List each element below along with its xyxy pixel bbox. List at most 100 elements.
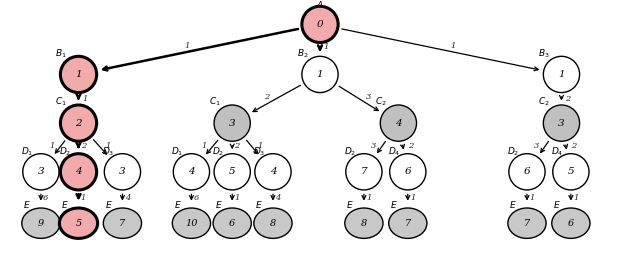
Ellipse shape [214, 154, 250, 190]
Text: $E$: $E$ [346, 199, 354, 210]
Ellipse shape [255, 154, 291, 190]
Text: $C_{1}$: $C_{1}$ [209, 96, 221, 108]
Text: 4: 4 [269, 167, 276, 176]
Text: 1: 1 [81, 193, 86, 201]
Text: $D_{2}$: $D_{2}$ [507, 146, 519, 158]
Text: $E$: $E$ [214, 199, 222, 210]
Text: 3: 3 [534, 142, 540, 150]
Text: $D_{1}$: $D_{1}$ [172, 146, 184, 158]
Text: 3: 3 [558, 119, 564, 128]
Text: 1: 1 [366, 193, 372, 201]
Text: 2: 2 [565, 95, 570, 103]
Ellipse shape [60, 56, 97, 92]
Ellipse shape [388, 208, 427, 238]
Text: 5: 5 [568, 167, 574, 176]
Ellipse shape [214, 105, 250, 141]
Text: 4: 4 [125, 193, 130, 201]
Text: $D_{2}$: $D_{2}$ [344, 146, 356, 158]
Text: 3: 3 [366, 94, 371, 101]
Text: $D_{3}$: $D_{3}$ [253, 146, 266, 158]
Ellipse shape [302, 6, 338, 43]
Text: 1: 1 [257, 142, 263, 150]
Text: $D_{4}$: $D_{4}$ [388, 146, 400, 158]
Text: 6: 6 [44, 193, 49, 201]
Text: 3: 3 [119, 167, 125, 176]
Text: $C_{2}$: $C_{2}$ [375, 96, 387, 108]
Text: 7: 7 [119, 219, 125, 228]
Text: $C_{1}$: $C_{1}$ [55, 96, 67, 108]
Ellipse shape [104, 154, 141, 190]
Ellipse shape [508, 208, 546, 238]
Text: 1: 1 [558, 70, 564, 79]
Text: 2: 2 [81, 142, 86, 150]
Text: 7: 7 [360, 167, 367, 176]
Text: 6: 6 [524, 167, 531, 176]
Text: 1: 1 [451, 42, 456, 50]
Text: 7: 7 [524, 219, 530, 228]
Text: 1: 1 [76, 70, 82, 79]
Ellipse shape [254, 208, 292, 238]
Text: $D_{2}$: $D_{2}$ [212, 146, 225, 158]
Text: 2: 2 [76, 119, 82, 128]
Ellipse shape [346, 154, 382, 190]
Text: 4: 4 [395, 119, 402, 128]
Text: 5: 5 [229, 167, 236, 176]
Text: 8: 8 [361, 219, 367, 228]
Text: 1: 1 [317, 70, 323, 79]
Text: $E$: $E$ [553, 199, 561, 210]
Text: 4: 4 [188, 167, 195, 176]
Text: $B_{3}$: $B_{3}$ [538, 47, 550, 60]
Text: 0: 0 [317, 20, 323, 29]
Text: 6: 6 [194, 193, 199, 201]
Text: 1: 1 [410, 193, 415, 201]
Ellipse shape [60, 105, 97, 141]
Text: 6: 6 [404, 167, 411, 176]
Text: 2: 2 [264, 94, 269, 101]
Text: $E$: $E$ [255, 199, 263, 210]
Ellipse shape [60, 208, 98, 238]
Text: $D_{2}$: $D_{2}$ [59, 146, 71, 158]
Ellipse shape [543, 105, 580, 141]
Text: $E$: $E$ [105, 199, 113, 210]
Text: 1: 1 [324, 43, 329, 51]
Ellipse shape [103, 208, 141, 238]
Text: 6: 6 [229, 219, 236, 228]
Text: 1: 1 [234, 193, 240, 201]
Ellipse shape [543, 56, 580, 92]
Ellipse shape [213, 208, 252, 238]
Text: $B_{1}$: $B_{1}$ [55, 47, 67, 60]
Text: $C_{2}$: $C_{2}$ [538, 96, 550, 108]
Text: 1: 1 [82, 95, 88, 103]
Text: 1: 1 [106, 142, 111, 150]
Ellipse shape [390, 154, 426, 190]
Ellipse shape [509, 154, 545, 190]
Text: 2: 2 [408, 142, 413, 150]
Ellipse shape [345, 208, 383, 238]
Text: 2: 2 [234, 142, 240, 150]
Ellipse shape [172, 208, 211, 238]
Text: $E$: $E$ [23, 199, 31, 210]
Text: 4: 4 [76, 167, 82, 176]
Ellipse shape [553, 154, 589, 190]
Ellipse shape [22, 208, 60, 238]
Text: 2: 2 [571, 142, 577, 150]
Text: 9: 9 [38, 219, 44, 228]
Text: $E$: $E$ [61, 199, 68, 210]
Text: 3: 3 [38, 167, 44, 176]
Text: $E$: $E$ [509, 199, 517, 210]
Ellipse shape [380, 105, 417, 141]
Text: 8: 8 [270, 219, 276, 228]
Text: 5: 5 [76, 219, 82, 228]
Text: 3: 3 [229, 119, 236, 128]
Ellipse shape [60, 154, 97, 190]
Text: $B_{2}$: $B_{2}$ [297, 47, 308, 60]
Text: 1: 1 [202, 142, 207, 150]
Ellipse shape [23, 154, 59, 190]
Text: 6: 6 [568, 219, 574, 228]
Text: 10: 10 [185, 219, 198, 228]
Text: $D_{1}$: $D_{1}$ [21, 146, 33, 158]
Text: 7: 7 [404, 219, 411, 228]
Text: 1: 1 [573, 193, 579, 201]
Text: $A$: $A$ [316, 0, 324, 9]
Text: 1: 1 [184, 42, 189, 50]
